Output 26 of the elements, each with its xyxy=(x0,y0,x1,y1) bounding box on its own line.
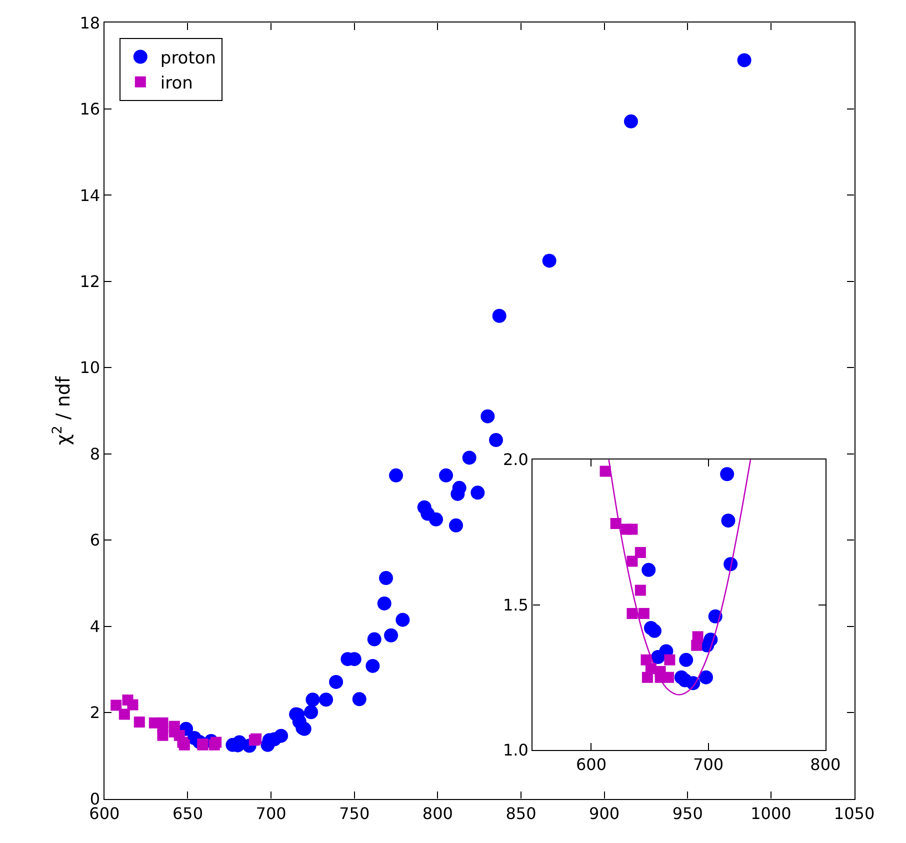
x-tick-label: 900 xyxy=(589,804,620,824)
legend-label: iron xyxy=(160,73,193,94)
x-tick-label: 700 xyxy=(693,755,724,774)
x-tick-label: 950 xyxy=(672,804,703,824)
x-tick-label: 700 xyxy=(256,804,286,824)
legend-label: proton xyxy=(160,48,216,68)
x-tick-label: 800 xyxy=(810,755,841,774)
x-tick-label: 1050 xyxy=(834,804,875,824)
y-tick-label: 2 xyxy=(90,703,100,722)
y-tick-label: 12 xyxy=(80,272,100,291)
x-tick-label: 600 xyxy=(576,755,607,774)
y-tick-label: 16 xyxy=(80,100,100,119)
y-tick-label: 4 xyxy=(90,616,100,636)
y-tick-label: 18 xyxy=(80,13,100,32)
x-tick-label: 750 xyxy=(339,804,370,824)
y-tick-label: 8 xyxy=(90,444,100,464)
x-tick-label: 1000 xyxy=(750,804,792,824)
y-tick-label: 1.5 xyxy=(502,595,528,614)
y-tick-label: 6 xyxy=(90,530,100,550)
y-tick-label: 2.0 xyxy=(502,450,528,470)
x-tick-label: 800 xyxy=(422,804,453,824)
y-tick-label: 1.0 xyxy=(502,740,528,760)
x-tick-label: 650 xyxy=(172,804,203,824)
y-tick-label: 10 xyxy=(80,358,100,378)
y-tick-label: 14 xyxy=(80,186,100,205)
x-tick-label: 850 xyxy=(506,804,536,824)
